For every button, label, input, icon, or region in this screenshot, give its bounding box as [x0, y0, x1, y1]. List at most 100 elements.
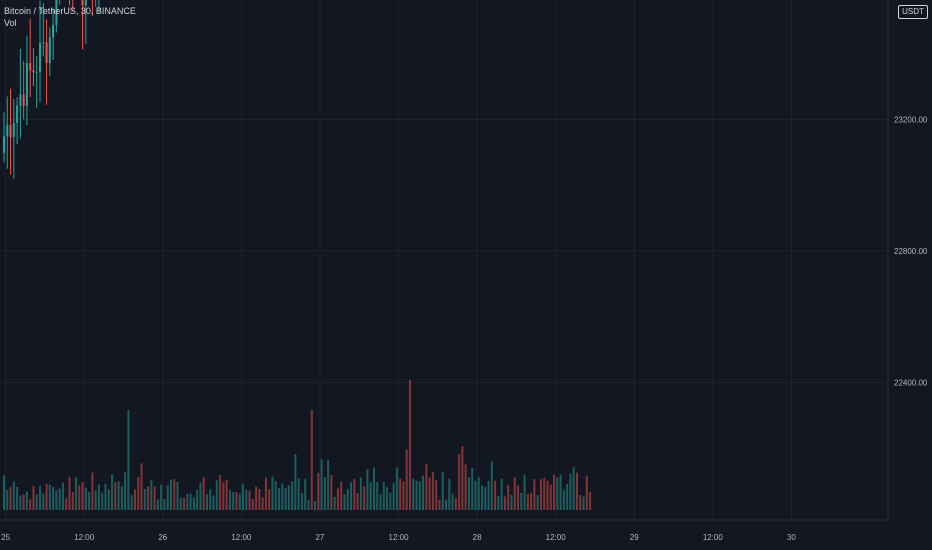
candle-body: [38, 42, 42, 72]
volume-bar: [163, 498, 166, 510]
volume-bar: [61, 482, 64, 510]
volume-bar: [350, 482, 353, 510]
time-tick-label: 26: [158, 533, 167, 542]
volume-bar: [294, 454, 297, 510]
symbol-title: Bitcoin / TetherUS, 30, BINANCE: [4, 6, 136, 16]
volume-bar: [458, 453, 461, 510]
volume-bar: [435, 480, 438, 510]
volume-bar: [173, 479, 176, 510]
volume-bar: [2, 475, 6, 510]
volume-bar: [454, 498, 457, 510]
volume-bar: [29, 499, 32, 510]
volume-bar: [192, 497, 195, 510]
volume-bar: [78, 485, 81, 510]
volume-bar: [120, 486, 123, 510]
candle-body: [6, 124, 9, 137]
volume-bar: [274, 481, 277, 510]
volume-bar: [71, 492, 74, 510]
volume-bar: [579, 494, 582, 510]
volume-bar: [212, 495, 215, 510]
time-tick-label: 27: [315, 533, 324, 542]
volume-bar: [553, 474, 556, 510]
time-tick-label: 12:00: [389, 533, 410, 542]
volume-bar: [35, 494, 38, 510]
volume-bar: [52, 486, 55, 510]
volume-bar: [199, 482, 202, 510]
volume-bar: [566, 484, 569, 510]
volume-bar: [471, 467, 474, 510]
volume-bar: [389, 492, 392, 510]
volume-bar: [317, 472, 320, 510]
candle-body: [25, 63, 28, 107]
time-axis-background: [0, 520, 932, 550]
volume-bar: [248, 490, 251, 510]
volume-bar: [487, 480, 490, 510]
candle-body: [84, 0, 87, 6]
time-tick-label: 12:00: [546, 533, 567, 542]
volume-bar: [287, 485, 290, 510]
candle-body: [2, 136, 6, 153]
volume-bar: [314, 501, 317, 510]
currency-button[interactable]: USDT: [898, 5, 928, 19]
volume-bar: [526, 494, 529, 510]
volume-bar: [304, 479, 307, 510]
volume-bar: [107, 489, 110, 510]
volume-bar: [133, 489, 136, 510]
volume-bar: [91, 472, 94, 510]
volume-bar: [480, 485, 484, 510]
volume-bar: [127, 410, 130, 510]
volume-bar: [503, 496, 506, 510]
volume-bar: [94, 490, 97, 510]
volume-bar: [425, 463, 428, 510]
volume-bar: [238, 493, 241, 510]
volume-bar: [569, 473, 572, 510]
volume-bar: [222, 482, 225, 510]
volume-bar: [546, 480, 549, 510]
volume-bar: [183, 497, 186, 510]
volume-bar: [176, 482, 179, 510]
candle-body: [81, 0, 84, 6]
volume-bar: [22, 494, 25, 510]
volume-bar: [333, 496, 336, 510]
volume-bar: [307, 500, 310, 510]
price-axis-background: [888, 0, 932, 550]
volume-bar: [209, 489, 212, 510]
volume-bar: [572, 467, 575, 510]
volume-bar: [111, 474, 114, 510]
time-tick-label: 28: [473, 533, 482, 542]
volume-bar: [340, 481, 343, 510]
volume-bar: [510, 495, 513, 510]
volume-bar: [376, 481, 379, 510]
volume-bar: [196, 490, 199, 510]
volume-bar: [441, 471, 444, 510]
volume-bar: [533, 479, 536, 510]
volume-bar: [539, 479, 542, 510]
volume-bar: [392, 482, 395, 510]
volume-bar: [323, 477, 326, 510]
price-tick-label: 23200.00: [894, 116, 928, 125]
volume-bar: [251, 499, 254, 510]
volume-bar: [84, 487, 87, 510]
volume-bar: [327, 459, 330, 510]
volume-bar: [372, 467, 375, 510]
candle-body: [55, 0, 58, 25]
volume-bar: [264, 477, 267, 510]
volume-bar: [549, 484, 552, 510]
volume-bar: [32, 485, 35, 510]
volume-bar: [585, 475, 588, 510]
volume-bar: [143, 488, 146, 510]
volume-bar: [137, 476, 140, 510]
volume-bar: [268, 488, 271, 510]
volume-bar: [517, 485, 520, 510]
volume-bar: [562, 490, 565, 510]
time-tick-label: 29: [630, 533, 639, 542]
volume-bar: [418, 481, 421, 510]
candle-body: [22, 94, 25, 107]
volume-bar: [346, 488, 349, 510]
volume-bar: [582, 496, 585, 510]
volume-bar: [235, 491, 238, 510]
candle-body: [42, 42, 45, 44]
volume-bar: [219, 475, 222, 510]
